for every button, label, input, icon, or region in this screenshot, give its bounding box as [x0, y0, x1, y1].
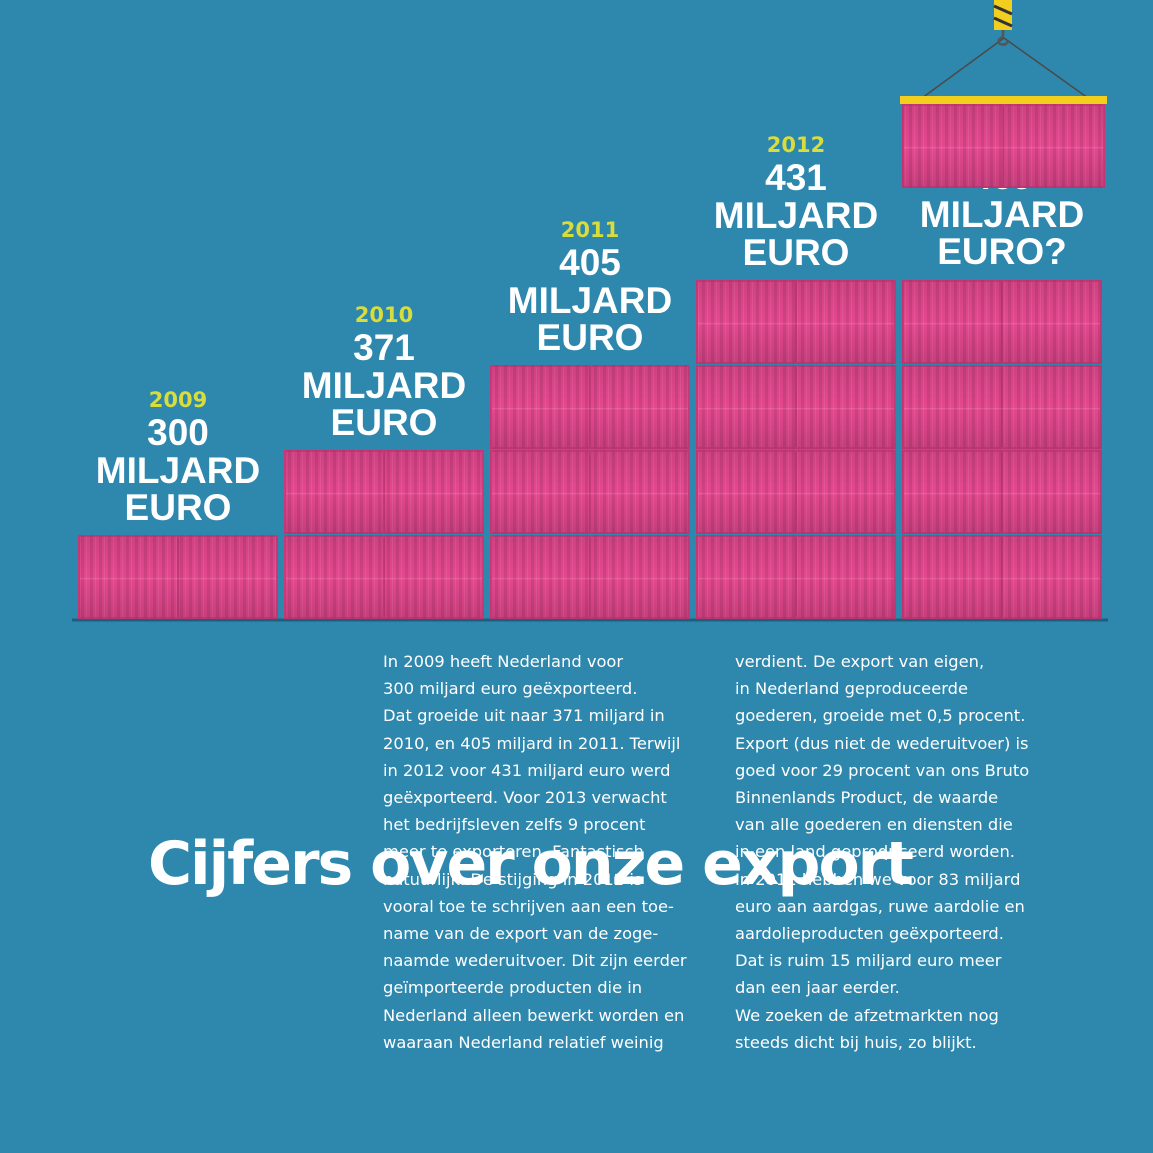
headline: Cijfers over onze export — [148, 829, 914, 899]
year-label-2010: 2010 — [355, 303, 413, 327]
crane-cables — [921, 37, 1089, 99]
value-label-2012: 431 — [765, 157, 827, 198]
container-stack-2013-box-2 — [902, 450, 1102, 534]
currency-label-2012: EURO — [743, 232, 850, 273]
container-stack-2012-box-3 — [696, 365, 896, 449]
currency-label-2011: EURO — [537, 317, 644, 358]
crane-spreader — [900, 96, 1107, 104]
value-label-2010: 371 — [353, 327, 415, 368]
year-label-2009: 2009 — [149, 388, 207, 412]
currency-label-2010: EURO — [331, 402, 438, 443]
export-chart: 2009300MILJARDEURO2010371MILJARDEURO2011… — [72, 0, 1108, 622]
body-text-column-2: verdient. De export van eigen, in Nederl… — [735, 652, 1030, 1052]
container-stack-2012-box-4 — [696, 280, 896, 364]
container-stack-2012-box-2 — [696, 450, 896, 534]
container-stack-2011-box-1 — [490, 535, 690, 619]
value-label-2011: 405 — [559, 242, 621, 283]
container-stack-2011-box-3 — [490, 365, 690, 449]
container-stack-2011-box-2 — [490, 450, 690, 534]
currency-label-2013: EURO? — [937, 231, 1067, 272]
container-stack-2012-box-1 — [696, 535, 896, 619]
unit-label-2012: MILJARD — [714, 195, 878, 236]
year-label-2011: 2011 — [561, 218, 619, 242]
container-stack-2013-box-3 — [902, 365, 1102, 449]
crane-hook-icon — [993, 0, 1013, 46]
year-label-2012: 2012 — [767, 133, 825, 157]
unit-label-2009: MILJARD — [96, 450, 260, 491]
container-stack-2010-box-2 — [284, 450, 484, 534]
container-stack-2013-box-4 — [902, 280, 1102, 364]
body-text-column-1: In 2009 heeft Nederland voor 300 miljard… — [383, 652, 687, 1052]
container-stack-2010-box-1 — [284, 535, 484, 619]
unit-label-2011: MILJARD — [508, 280, 672, 321]
currency-label-2009: EURO — [125, 487, 232, 528]
unit-label-2013: MILJARD — [920, 194, 1084, 235]
unit-label-2010: MILJARD — [302, 365, 466, 406]
container-stack-2013-box-1 — [902, 535, 1102, 619]
value-label-2009: 300 — [147, 412, 209, 453]
hanging-container-2013 — [902, 104, 1105, 188]
container-stack-2009-box-1 — [78, 535, 278, 619]
